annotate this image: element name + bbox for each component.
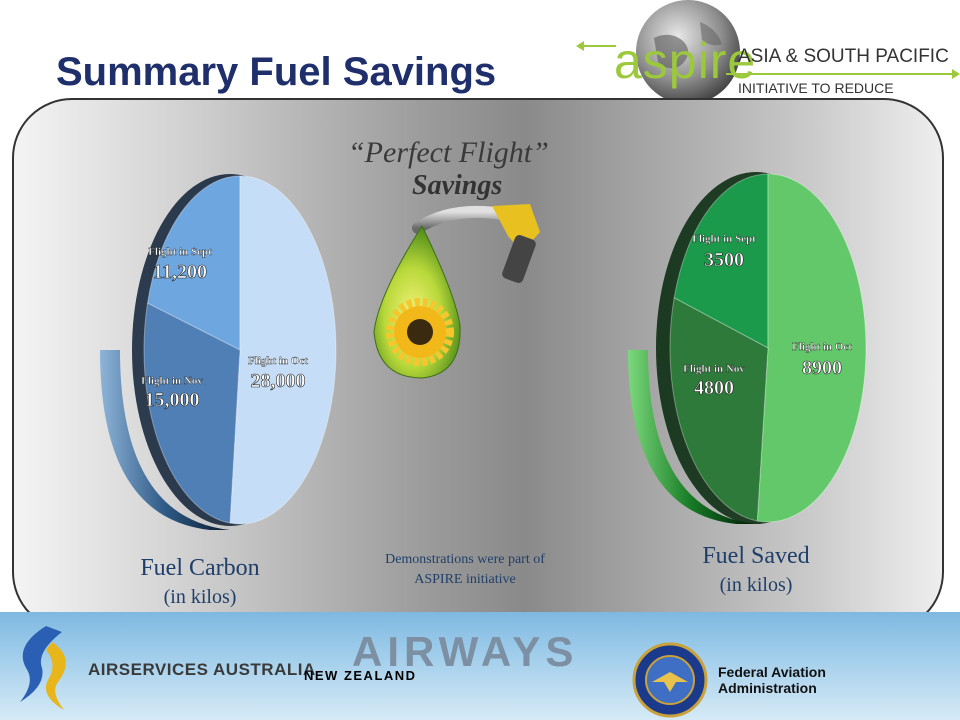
carbon-value-nov: 15,000 [145,389,200,411]
carbon-value-oct: 28,000 [251,370,306,392]
fuel-carbon-subtitle: (in kilos) [163,586,237,608]
page-title: Summary Fuel Savings [56,50,497,94]
demonstrations-note: Demonstrations were part of ASPIRE initi… [360,550,570,590]
faa-line-1: Federal Aviation [718,664,826,680]
fuel-carbon-title: Fuel Carbon [140,555,260,581]
airservices-australia-logo: AIRSERVICES AUSTRALIA [88,660,316,679]
footer-banner [0,612,960,720]
saved-label-nov: Flight in Nov [683,363,745,375]
perfect-flight-heading: “Perfect Flight” [348,136,549,169]
demo-line-1: Demonstrations were part of [385,552,545,567]
fuel-carbon-pie-chart: Flight in Sept 11,200 Flight in Oct 28,0… [100,174,337,530]
carbon-label-sept: Flight in Sept [148,246,212,258]
carbon-label-nov: Flight in Nov [141,375,203,387]
faa-line-2: Administration [718,680,817,696]
saved-slice-flight-in-oct [756,173,867,523]
saved-value-sept: 3500 [704,249,744,271]
saved-value-nov: 4800 [694,377,734,399]
fuel-nozzle-drop-icon [373,204,540,379]
aspire-wordmark: aspire [614,33,757,89]
saved-value-oct: 8900 [802,357,842,379]
fuel-saved-caption: Fuel Saved (in kilos) [666,542,846,600]
fuel-saved-title: Fuel Saved [702,543,810,569]
faa-seal-icon [632,642,708,718]
saved-label-oct: Flight in Oct [792,341,852,353]
demo-line-2: ASPIRE initiative [414,572,516,587]
carbon-value-sept: 11,200 [153,261,207,283]
savings-heading: Savings [412,170,503,201]
fuel-saved-pie-chart: Flight in Sept 3500 Flight in Oct 8900 F… [628,172,867,524]
saved-slice-flight-in-sept [673,173,769,349]
globe-icon [576,0,960,100]
carbon-label-oct: Flight in Oct [248,355,308,367]
fuel-carbon-caption: Fuel Carbon (in kilos) [110,554,290,612]
saved-slice-flight-in-nov [669,297,769,522]
airservices-logo-icon [20,626,66,710]
carbon-slice-flight-in-nov [143,302,241,524]
new-zealand-text: NEW ZEALAND [304,668,417,683]
aspire-region-text: ASIA & SOUTH PACIFIC [738,46,949,67]
carbon-slice-flight-in-oct [229,175,337,525]
fuel-saved-subtitle: (in kilos) [719,574,793,596]
faa-name: Federal Aviation Administration [718,664,826,696]
carbon-slice-flight-in-sept [146,175,241,351]
saved-label-sept: Flight in Sept [692,233,756,245]
airways-logo: AIRWAYS [352,628,579,675]
